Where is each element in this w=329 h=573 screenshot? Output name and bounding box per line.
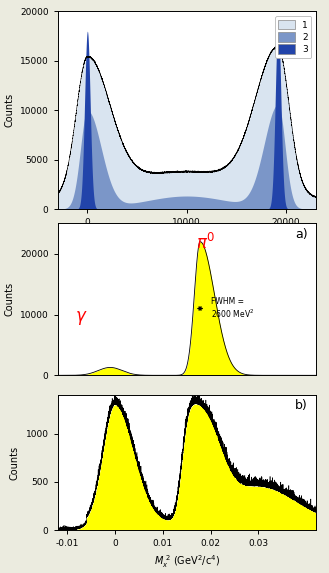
Y-axis label: Counts: Counts <box>4 282 14 316</box>
Text: FWHM =
2600 MeV$^2$: FWHM = 2600 MeV$^2$ <box>211 297 254 320</box>
X-axis label: $M_X^2$ (MeV$^2$/c$^4$): $M_X^2$ (MeV$^2$/c$^4$) <box>154 233 219 249</box>
Text: $\gamma$: $\gamma$ <box>75 309 87 327</box>
Y-axis label: Counts: Counts <box>4 93 14 127</box>
Text: b): b) <box>295 399 308 413</box>
Text: $\pi^0$: $\pi^0$ <box>196 233 216 253</box>
Y-axis label: Counts: Counts <box>10 446 20 480</box>
Text: a): a) <box>295 228 308 241</box>
X-axis label: $M_x^{\ 2}$ (GeV$^2$/c$^4$): $M_x^{\ 2}$ (GeV$^2$/c$^4$) <box>154 554 220 570</box>
Legend: 1, 2, 3: 1, 2, 3 <box>275 16 311 57</box>
